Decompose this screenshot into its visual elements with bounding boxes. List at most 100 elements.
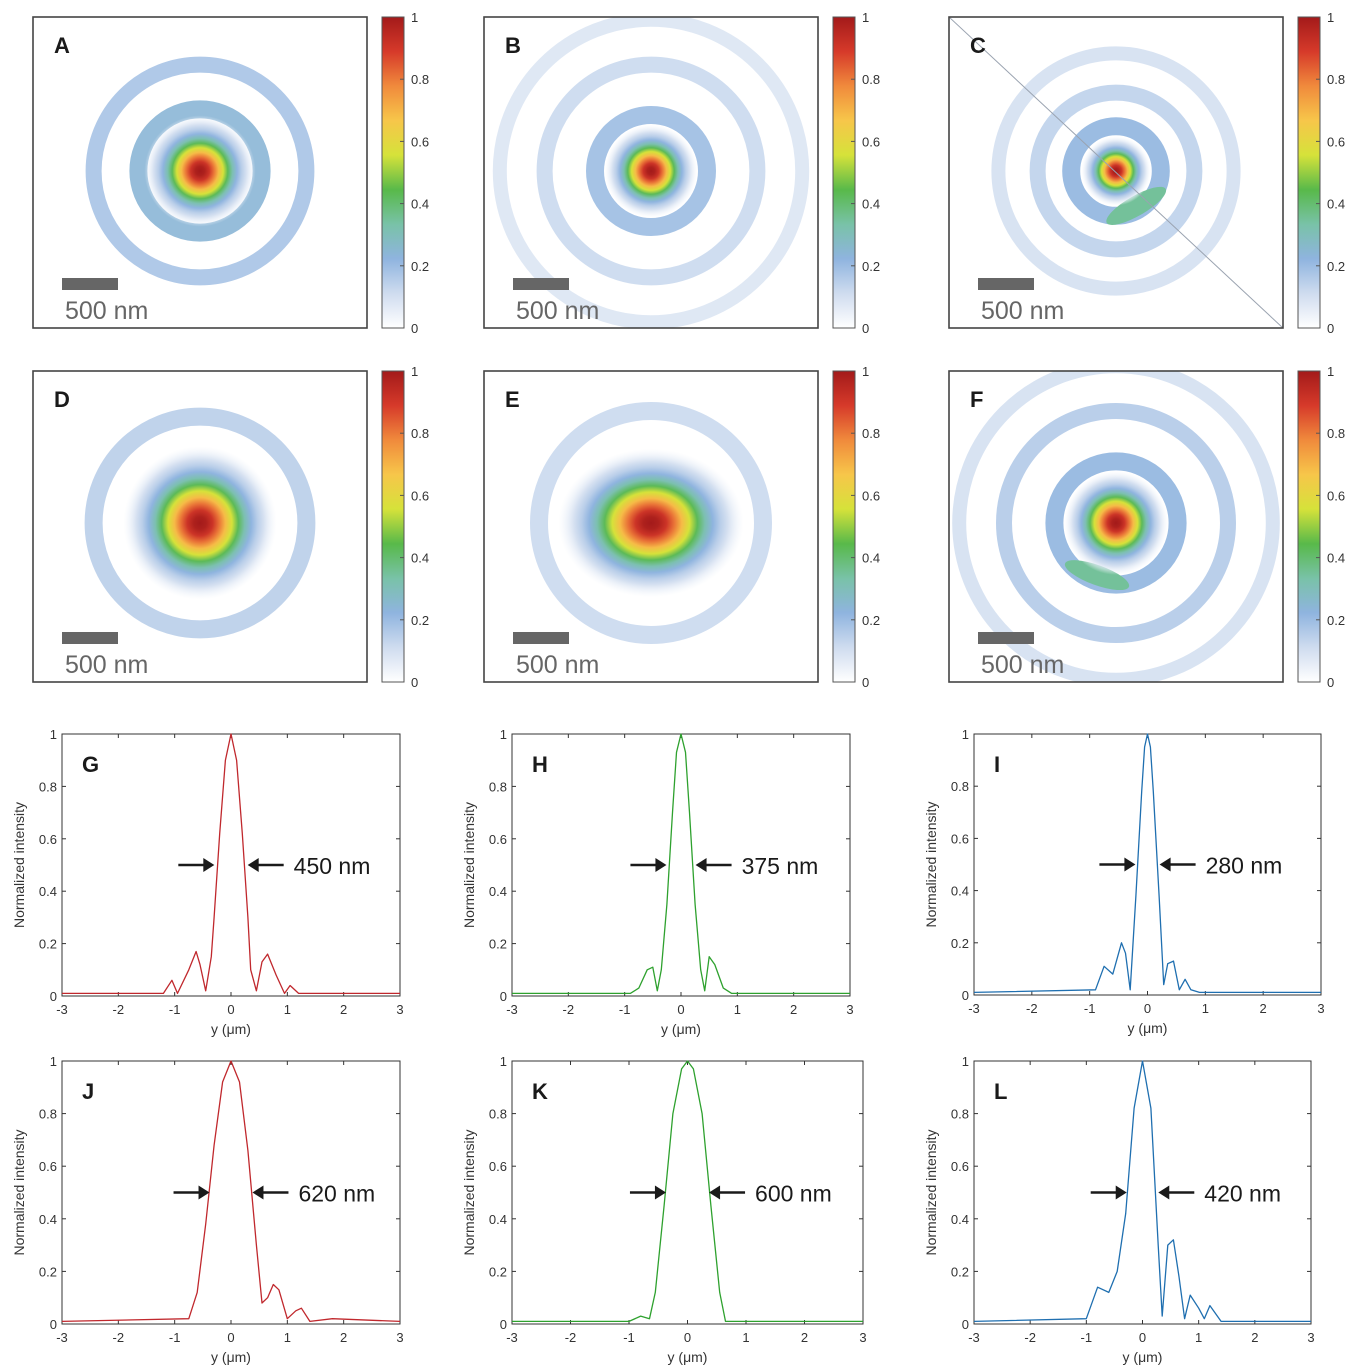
y-tick-label: 0 bbox=[500, 989, 507, 1004]
x-tick-label: 3 bbox=[396, 1002, 403, 1017]
x-axis-label: y (μm) bbox=[1123, 1349, 1163, 1365]
x-tick-label: -2 bbox=[1026, 1001, 1038, 1016]
y-tick-label: 0.6 bbox=[39, 832, 57, 847]
y-tick-label: 0.6 bbox=[951, 831, 969, 846]
profile-plot-h: -3 -2 -1 0 1 2 3 0 0.2 0.4 0.6 0.8 1 y (μm) Normalized… bbox=[461, 727, 854, 1037]
x-tick-label: 0 bbox=[227, 1330, 234, 1345]
map-frame bbox=[483, 370, 819, 683]
intensity-profile-line bbox=[512, 733, 850, 995]
scale-bar bbox=[62, 278, 118, 290]
scale-bar bbox=[513, 632, 569, 644]
map-frame bbox=[483, 16, 819, 329]
scale-bar-label: 500 nm bbox=[981, 297, 1064, 325]
fwhm-arrows bbox=[178, 858, 284, 872]
colorbar-tick-label: 0.2 bbox=[411, 613, 429, 628]
y-tick-label: 0.8 bbox=[951, 1107, 969, 1122]
y-tick-label: 0.4 bbox=[39, 884, 57, 899]
plot-frame bbox=[511, 1060, 864, 1325]
y-tick-label: 0 bbox=[962, 988, 969, 1003]
colorbar-tick-label: 0.8 bbox=[1327, 426, 1345, 441]
colorbar-tick-label: 0.4 bbox=[1327, 551, 1345, 566]
side-lobe-ring bbox=[952, 371, 1280, 682]
diagonal-line bbox=[949, 17, 1283, 328]
side-lobe-ring bbox=[530, 402, 772, 644]
colorbar-tick-label: 0.2 bbox=[1327, 259, 1345, 274]
y-tick-label: 0 bbox=[50, 1317, 57, 1332]
colorbar-tick-label: 0.2 bbox=[411, 259, 429, 274]
panel-label: C bbox=[970, 33, 986, 58]
colorbar-tick-label: 0.6 bbox=[411, 488, 429, 503]
y-tick-label: 0.8 bbox=[489, 779, 507, 794]
y-axis-label: Normalized intensity bbox=[11, 802, 27, 928]
y-axis-label: Normalized intensity bbox=[461, 802, 477, 928]
x-tick-label: 0 bbox=[677, 1002, 684, 1017]
panel-label: G bbox=[82, 752, 99, 777]
x-tick-label: 2 bbox=[340, 1002, 347, 1017]
x-axis-label: y (μm) bbox=[211, 1021, 251, 1037]
plot-frame bbox=[61, 1060, 401, 1325]
scale-bar-label: 500 nm bbox=[516, 651, 599, 679]
y-tick-label: 0.6 bbox=[951, 1159, 969, 1174]
x-tick-label: 1 bbox=[742, 1330, 749, 1345]
scale-bar-label: 500 nm bbox=[516, 297, 599, 325]
x-tick-label: -2 bbox=[565, 1330, 577, 1345]
colorbar-tick-label: 0.4 bbox=[862, 197, 880, 212]
colorbar-tick-label: 0.2 bbox=[862, 613, 880, 628]
y-tick-label: 0.8 bbox=[489, 1107, 507, 1122]
panel-label: A bbox=[54, 33, 70, 58]
colorbar: 0 0.2 0.4 0.6 0.8 1 bbox=[381, 10, 429, 336]
y-tick-label: 0.2 bbox=[39, 937, 57, 952]
side-lobe-ring bbox=[996, 403, 1236, 643]
x-tick-label: 2 bbox=[340, 1330, 347, 1345]
y-tick-label: 0.2 bbox=[951, 1264, 969, 1279]
colorbar-tick-label: 0.6 bbox=[411, 134, 429, 149]
fwhm-arrows bbox=[629, 1185, 746, 1200]
colorbar-tick-label: 0 bbox=[411, 321, 418, 336]
x-axis-label: y (μm) bbox=[668, 1349, 708, 1365]
colorbar-tick-label: 1 bbox=[411, 10, 418, 25]
panel-label: E bbox=[505, 387, 520, 412]
y-tick-label: 0.2 bbox=[489, 1264, 507, 1279]
x-tick-label: -3 bbox=[968, 1330, 980, 1345]
x-tick-label: -2 bbox=[563, 1002, 575, 1017]
x-tick-label: -1 bbox=[623, 1330, 635, 1345]
x-axis-label: y (μm) bbox=[1128, 1020, 1168, 1036]
x-tick-label: -2 bbox=[1024, 1330, 1036, 1345]
y-tick-label: 1 bbox=[962, 1054, 969, 1069]
profile-plot-l: -3 -2 -1 0 1 2 3 0 0.2 0.4 0.6 0.8 1 y (μm) Normalized… bbox=[923, 1054, 1315, 1365]
panel-label: L bbox=[994, 1079, 1007, 1104]
colorbar-tick-label: 0 bbox=[1327, 321, 1334, 336]
focal-map-b: B 500 nm 0 0.2 0.4 0.6 0.8 1 bbox=[483, 10, 880, 336]
colorbar-tick-label: 0.4 bbox=[411, 551, 429, 566]
x-tick-label: 0 bbox=[227, 1002, 234, 1017]
y-axis-label: Normalized intensity bbox=[923, 801, 939, 927]
colorbar: 0 0.2 0.4 0.6 0.8 1 bbox=[381, 364, 429, 690]
x-tick-label: 1 bbox=[1195, 1330, 1202, 1345]
panel-label: K bbox=[532, 1079, 548, 1104]
focal-map-c: C 500 nm 0 0.2 0.4 0.6 0.8 1 bbox=[948, 10, 1345, 336]
y-tick-label: 0 bbox=[500, 1317, 507, 1332]
side-lobe-ring bbox=[1029, 84, 1203, 258]
side-lobe-ring bbox=[85, 56, 315, 286]
x-tick-label: -3 bbox=[56, 1330, 68, 1345]
fwhm-arrows bbox=[630, 858, 732, 872]
scale-bar bbox=[513, 278, 569, 290]
scale-bar bbox=[978, 278, 1034, 290]
y-tick-label: 1 bbox=[50, 1054, 57, 1069]
colorbar: 0 0.2 0.4 0.6 0.8 1 bbox=[832, 364, 880, 690]
profile-plot-g: -3 -2 -1 0 1 2 3 0 0.2 0.4 0.6 0.8 1 y (μm) Normalized… bbox=[11, 727, 404, 1037]
map-frame bbox=[32, 16, 368, 329]
x-tick-label: 3 bbox=[1317, 1001, 1324, 1016]
focal-map-a: A 500 nm 0 0.2 0.4 0.6 0.8 1 bbox=[32, 10, 429, 336]
fwhm-annotation: 600 nm bbox=[755, 1181, 832, 1207]
panel-label: F bbox=[970, 387, 983, 412]
colorbar-tick-label: 0.2 bbox=[1327, 613, 1345, 628]
x-tick-label: -1 bbox=[1084, 1001, 1096, 1016]
side-lobe-ring bbox=[129, 100, 271, 242]
x-tick-label: 2 bbox=[1251, 1330, 1258, 1345]
x-tick-label: 1 bbox=[284, 1002, 291, 1017]
y-tick-label: 0.8 bbox=[39, 779, 57, 794]
y-tick-label: 0.4 bbox=[489, 1212, 507, 1227]
map-frame bbox=[948, 16, 1284, 329]
